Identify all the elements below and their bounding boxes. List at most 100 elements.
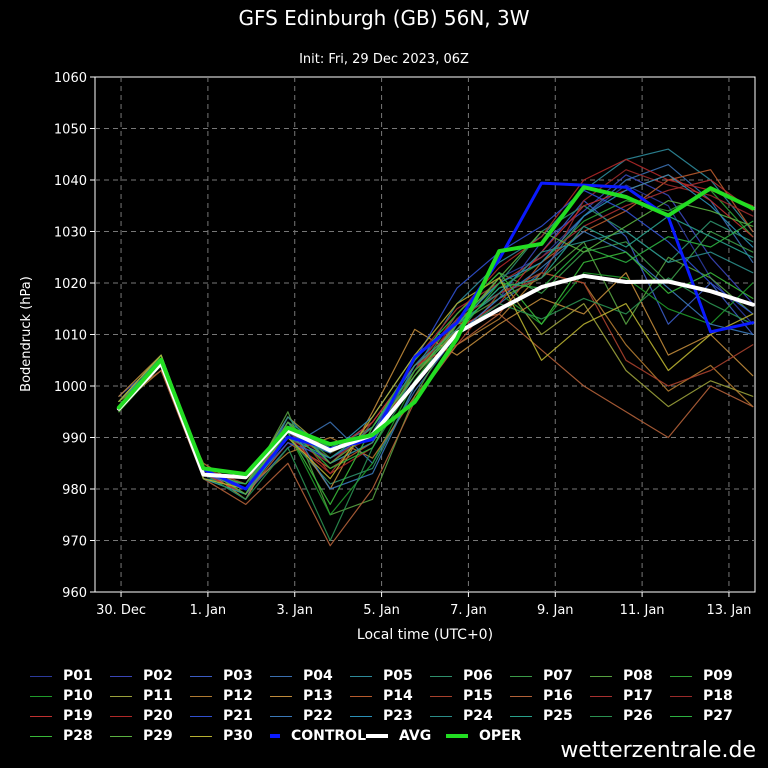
legend-swatch	[366, 734, 388, 738]
legend-label: P16	[543, 688, 573, 704]
legend-swatch	[30, 695, 52, 697]
x-tick-label: 30. Dec	[96, 603, 146, 618]
legend-item-p14: P14	[350, 688, 430, 704]
legend-item-p12: P12	[190, 688, 270, 704]
legend-item-p11: P11	[110, 688, 190, 704]
legend-item-p07: P07	[510, 668, 590, 684]
legend-item-p30: P30	[190, 728, 270, 744]
series-line-control	[117, 181, 755, 491]
y-tick-label: 1060	[54, 71, 87, 86]
x-tick-label: 3. Jan	[276, 603, 313, 618]
brand-watermark: wetterzentrale.de	[560, 738, 756, 763]
legend-item-p16: P16	[510, 688, 590, 704]
legend-label: OPER	[479, 728, 522, 744]
legend-label: P19	[63, 708, 93, 724]
legend-swatch	[590, 695, 612, 697]
legend-label: P12	[223, 688, 253, 704]
legend-label: P02	[143, 668, 173, 684]
legend-label: P20	[143, 708, 173, 724]
legend-label: P30	[223, 728, 253, 744]
legend-swatch	[110, 695, 132, 697]
legend-swatch	[270, 734, 280, 738]
legend-item-p15: P15	[430, 688, 510, 704]
legend-label: P09	[703, 668, 733, 684]
y-tick-label: 970	[62, 535, 87, 550]
legend-item-control: CONTROL	[270, 728, 366, 744]
legend-swatch	[190, 695, 212, 697]
legend-item-p27: P27	[670, 708, 750, 724]
x-axis-ticks: 30. Dec 1. Jan 3. Jan 5. Jan 7. Jan 9. Jan 11.…	[96, 592, 751, 618]
y-tick-label: 1050	[54, 123, 87, 138]
legend-swatch	[670, 715, 692, 717]
legend-item-p10: P10	[30, 688, 110, 704]
legend-swatch	[590, 715, 612, 717]
legend-item-p24: P24	[430, 708, 510, 724]
legend-label: P23	[383, 708, 413, 724]
x-axis-label: Local time (UTC+0)	[357, 627, 493, 643]
legend-label: P04	[303, 668, 333, 684]
legend-swatch	[430, 715, 452, 717]
legend-label: P01	[63, 668, 93, 684]
series-line-oper	[116, 185, 755, 477]
legend-item-oper: OPER	[446, 728, 542, 744]
legend-item-p06: P06	[430, 668, 510, 684]
legend-swatch	[190, 715, 212, 717]
legend-item-p05: P05	[350, 668, 430, 684]
legend-row: P19 P20 P21 P22 P23 P24 P25 P26 P27	[30, 706, 768, 726]
chart-title: GFS Edinburgh (GB) 56N, 3W	[238, 6, 529, 30]
legend-item-p22: P22	[270, 708, 350, 724]
legend-swatch	[350, 715, 372, 717]
legend-label: AVG	[399, 728, 432, 744]
legend-item-avg: AVG	[366, 728, 446, 744]
legend-row: P01 P02 P03 P04 P05 P06 P07 P08 P09	[30, 666, 768, 686]
legend-swatch	[270, 675, 292, 677]
y-tick-label: 1010	[54, 329, 87, 344]
legend-label: P29	[143, 728, 173, 744]
legend-swatch	[430, 675, 452, 677]
y-tick-label: 1000	[54, 380, 87, 395]
legend-item-p02: P02	[110, 668, 190, 684]
legend-swatch	[30, 735, 52, 737]
legend-label: P11	[143, 688, 173, 704]
series-line-avg	[116, 273, 755, 480]
legend-label: P14	[383, 688, 413, 704]
legend-label: P10	[63, 688, 93, 704]
legend-item-p23: P23	[350, 708, 430, 724]
legend-label: P15	[463, 688, 493, 704]
y-tick-label: 1040	[54, 174, 87, 189]
legend-item-p19: P19	[30, 708, 110, 724]
legend-label: P21	[223, 708, 253, 724]
legend-item-p26: P26	[590, 708, 670, 724]
legend-swatch	[430, 695, 452, 697]
legend-label: P06	[463, 668, 493, 684]
legend-swatch	[190, 675, 212, 677]
legend-swatch	[670, 675, 692, 677]
y-tick-label: 1020	[54, 277, 87, 292]
x-tick-label: 7. Jan	[450, 603, 487, 618]
legend-item-p28: P28	[30, 728, 110, 744]
legend-swatch	[446, 734, 468, 738]
legend-label: P24	[463, 708, 493, 724]
legend-swatch	[350, 675, 372, 677]
legend-swatch	[110, 715, 132, 717]
legend-item-p20: P20	[110, 708, 190, 724]
legend-swatch	[190, 735, 212, 737]
grid	[95, 77, 755, 592]
legend-item-p21: P21	[190, 708, 270, 724]
legend-swatch	[270, 715, 292, 717]
legend-swatch	[110, 675, 132, 677]
legend-swatch	[30, 715, 52, 717]
ensemble-chart: GFS Edinburgh (GB) 56N, 3W Init: Fri, 29…	[19, 6, 756, 643]
legend-swatch	[110, 735, 132, 737]
legend-label: P07	[543, 668, 573, 684]
legend-swatch	[510, 715, 532, 717]
legend-swatch	[510, 675, 532, 677]
legend-item-p17: P17	[590, 688, 670, 704]
legend-item-p25: P25	[510, 708, 590, 724]
series-line-p30	[118, 277, 754, 490]
legend-swatch	[670, 695, 692, 697]
legend-label: P17	[623, 688, 653, 704]
legend-label: P18	[703, 688, 733, 704]
y-tick-label: 980	[62, 483, 87, 498]
legend-item-p09: P09	[670, 668, 750, 684]
